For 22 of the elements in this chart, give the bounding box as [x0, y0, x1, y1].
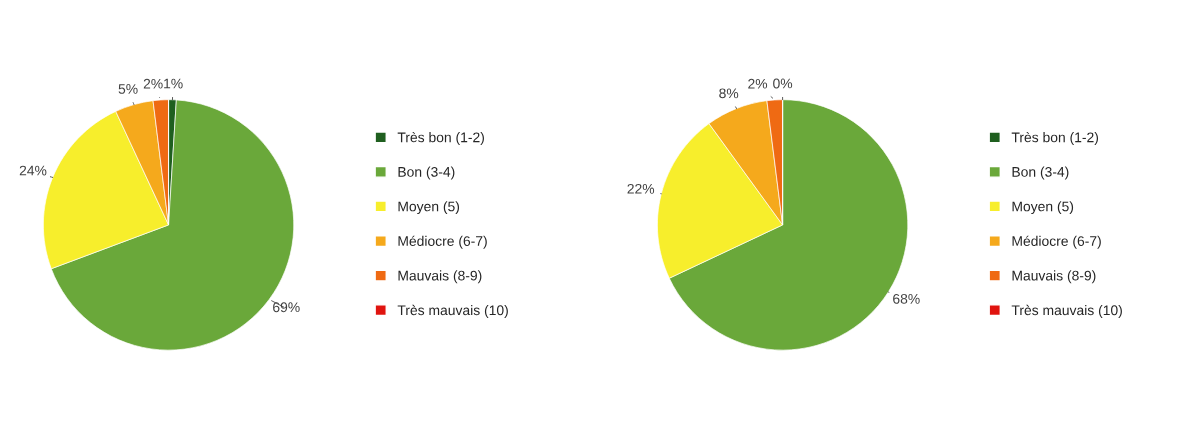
legend-label: Très mauvais (10) [397, 304, 508, 318]
data-label: 5% [118, 84, 138, 94]
legend-label: Très bon (1-2) [1011, 131, 1099, 145]
text: 0% [773, 78, 793, 89]
legend-label: Médiocre (6-7) [398, 235, 487, 249]
legend-label: Mauvais (8-9) [398, 270, 482, 284]
legend-label: Moyen (5) [1012, 201, 1074, 215]
data-label: 2% [143, 78, 163, 89]
legend-label: Mauvais (8-9) [1012, 270, 1096, 284]
data-label: 22% [627, 183, 655, 194]
legend-label: Bon (3-4) [398, 166, 455, 180]
data-label: 24% [19, 165, 47, 176]
data-label: 69% [273, 302, 300, 313]
legend-label: Très bon (1-2) [397, 131, 484, 145]
data-label: 68% [893, 293, 920, 304]
data-label: 1% [164, 78, 183, 89]
data-label: 8% [719, 88, 739, 99]
legend-label: Bon (3-4) [1012, 166, 1069, 180]
legend-label: Moyen (5) [398, 201, 460, 215]
legend-label: Très mauvais (10) [1011, 304, 1122, 318]
legend-label: Médiocre (6-7) [1012, 235, 1101, 249]
data-label: 2% [748, 78, 768, 89]
